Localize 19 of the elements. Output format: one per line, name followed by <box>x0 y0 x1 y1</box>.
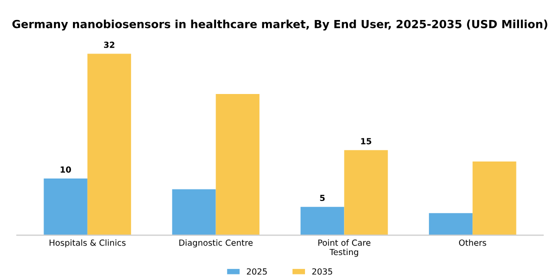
data-label: 15 <box>361 138 372 144</box>
data-label: 10 <box>60 166 71 173</box>
x-tick-label: Others <box>459 239 486 246</box>
legend-label: 2035 <box>312 268 332 275</box>
bar <box>87 54 132 236</box>
bar <box>428 213 473 236</box>
x-tick-label: Hospitals & Clinics <box>50 239 126 248</box>
bar <box>300 206 344 236</box>
data-label: 5 <box>320 194 325 202</box>
x-tick-label: Diagnostic Centre <box>179 239 253 248</box>
bar <box>172 189 216 236</box>
chart-title: Germany nanobiosensors in healthcare market, By End User, 2025-2035 (USD Million) <box>12 20 548 30</box>
bar <box>472 161 516 236</box>
bar <box>216 94 260 236</box>
legend-label: 2025 <box>246 268 267 275</box>
bar <box>44 178 88 236</box>
bar <box>344 150 388 236</box>
x-tick-label: Point of Care Testing <box>318 239 370 257</box>
data-label: 32 <box>104 42 114 48</box>
